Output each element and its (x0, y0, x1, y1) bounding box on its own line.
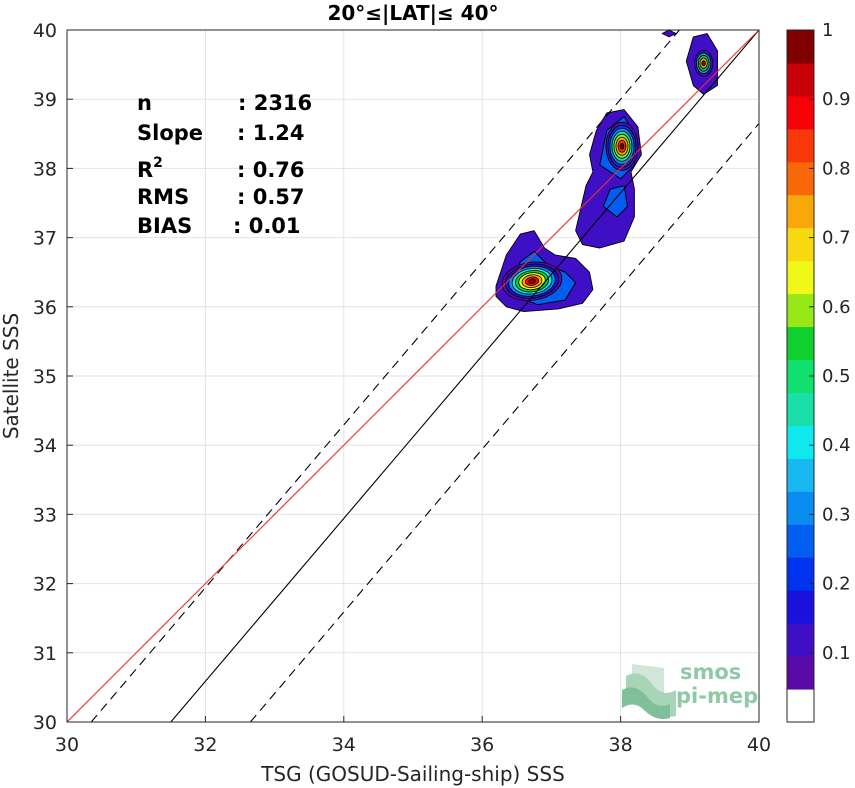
colorbar-segment (787, 425, 814, 459)
stat-value: : 1.24 (237, 121, 305, 145)
colorbar-segment (787, 656, 814, 690)
y-tick-label: 30 (33, 712, 57, 734)
smos-pi-mep-logo: smos pi-mep (622, 660, 758, 719)
stat-key: Slope (137, 121, 203, 145)
colorbar-segment (787, 590, 814, 624)
colorbar-ticks: 0.1 0.2 0.3 0.4 0.5 0.6 0.7 0.8 0.9 1 (809, 20, 851, 664)
contour-region-middle-lower (602, 185, 628, 218)
colorbar-segment (787, 293, 814, 328)
colorbar-segment (787, 227, 814, 262)
y-tick-label: 37 (33, 228, 57, 250)
colorbar-segment (787, 62, 814, 97)
colorbar-tick-label: 0.7 (822, 228, 851, 249)
y-tick-label: 31 (33, 643, 57, 665)
x-axis-ticks: 30 32 34 36 38 40 (55, 716, 771, 756)
y-tick-label: 33 (33, 504, 57, 526)
stat-key: RMS (137, 185, 189, 209)
statistics-panel: n : 2316 Slope : 1.24 R2 : 0.76 RMS : 0.57 BIAS:… (137, 91, 312, 238)
contour-level (528, 278, 536, 284)
colorbar-segment (787, 326, 814, 361)
stat-value: : 0.01 (233, 214, 301, 238)
colorbar-segment (787, 30, 814, 64)
chart-title: 20°≤|LAT|≤ 40° (327, 1, 498, 25)
colorbar-segment (787, 524, 814, 558)
x-axis-label: TSG (GOSUD-Sailing-ship) SSS (260, 762, 565, 786)
colorbar-tick-label: 0.9 (822, 89, 851, 110)
y-tick-label: 32 (33, 574, 57, 596)
x-tick-label: 36 (470, 734, 494, 756)
y-axis-ticks: 30 31 32 33 34 35 36 37 38 39 40 (33, 20, 73, 734)
x-tick-label: 40 (747, 734, 771, 756)
y-tick-label: 35 (33, 366, 57, 388)
colorbar-segment (787, 128, 814, 163)
stat-key: BIAS (137, 214, 192, 238)
line-dashed (249, 123, 759, 722)
y-tick-label: 38 (33, 158, 57, 180)
colorbar-segment (787, 260, 814, 295)
logo-line-2: pi-mep (676, 684, 758, 708)
colorbar-tick-label: 1 (822, 20, 833, 41)
colorbar-segment (787, 689, 814, 723)
line-identity (170, 30, 759, 722)
colorbar-tick-label: 0.3 (822, 504, 851, 525)
stat-key-superscript: 2 (153, 155, 163, 171)
colorbar-tick-label: 0.2 (822, 574, 851, 595)
y-axis-label: Satellite SSS (0, 313, 23, 439)
y-tick-label: 36 (33, 297, 57, 319)
reference-lines (67, 30, 759, 722)
stat-key: n (137, 91, 152, 115)
colorbar-segment (787, 194, 814, 229)
colorbar-segment (787, 392, 814, 426)
y-tick-label: 34 (33, 435, 57, 457)
colorbar (786, 29, 815, 723)
colorbar-segment (787, 458, 814, 492)
density-contours (495, 29, 718, 313)
line-dashed (90, 30, 680, 722)
x-tick-label: 30 (55, 734, 79, 756)
colorbar-segment (787, 557, 814, 591)
x-tick-label: 32 (193, 734, 217, 756)
x-tick-label: 34 (332, 734, 356, 756)
contour-peak-top (694, 49, 714, 77)
colorbar-segment (787, 491, 814, 525)
contour-peak-lower (501, 261, 563, 301)
colorbar-segment (787, 623, 814, 657)
stat-value: : 0.76 (237, 158, 305, 182)
colorbar-tick-label: 0.4 (822, 435, 851, 456)
logo-waves-icon (622, 664, 676, 719)
contour-level (619, 142, 625, 150)
colorbar-tick-label: 0.5 (822, 366, 851, 387)
contour-peak-middle (605, 121, 639, 171)
stat-key: R2 (137, 155, 163, 182)
colorbar-segment (787, 95, 814, 130)
logo-line-1: smos (680, 660, 741, 684)
colorbar-segment (787, 161, 814, 196)
x-tick-label: 38 (609, 734, 633, 756)
stat-value: : 0.57 (237, 185, 305, 209)
stat-value: : 2316 (238, 91, 312, 115)
colorbar-tick-label: 0.8 (822, 158, 851, 179)
colorbar-tick-label: 0.1 (822, 643, 851, 664)
contour-level (701, 60, 706, 67)
y-tick-label: 39 (33, 89, 57, 111)
colorbar-tick-label: 0.6 (822, 297, 851, 318)
y-tick-label: 40 (33, 20, 57, 42)
line-regression (67, 30, 759, 722)
